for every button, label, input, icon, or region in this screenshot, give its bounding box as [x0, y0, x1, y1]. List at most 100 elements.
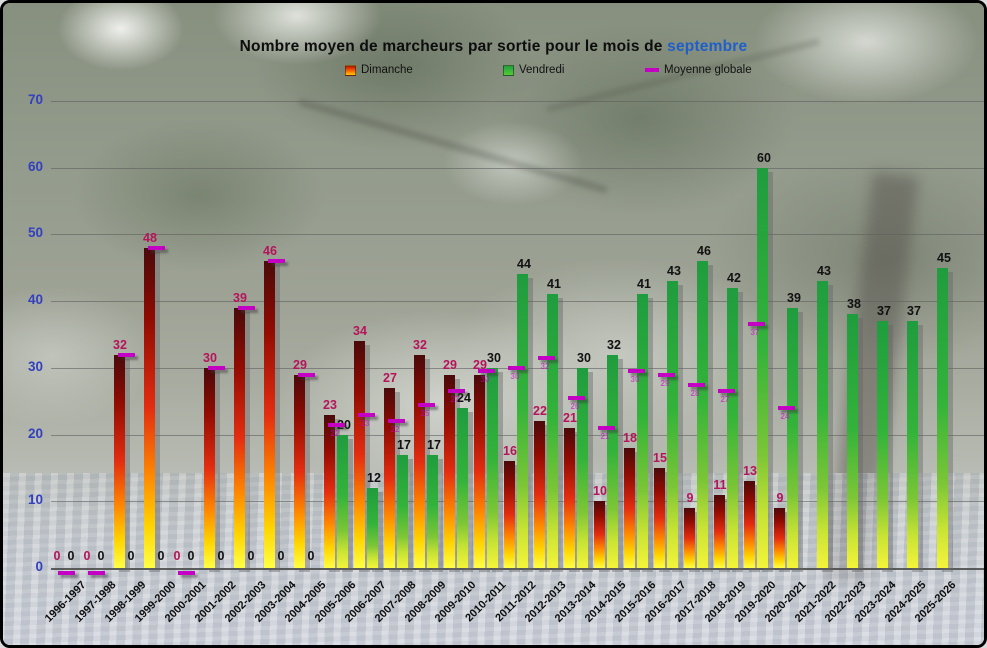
vendredi-value-label: 30: [577, 350, 591, 365]
vendredi-value-label: 37: [907, 304, 921, 319]
vendredi-value-label: 60: [757, 150, 771, 165]
gridline: [51, 234, 984, 236]
dimanche-value-label: 9: [686, 490, 694, 505]
moyenne-value-label: 23: [360, 418, 370, 428]
dimanche-value-label: 0: [83, 549, 91, 563]
dimanche-value-label: 29: [473, 357, 487, 372]
dimanche-value-label: 27: [383, 370, 397, 385]
moyenne-value-label: 22: [390, 425, 400, 435]
vendredi-bar: [907, 321, 918, 568]
vendredi-bar: [457, 407, 468, 568]
vendredi-bar: [427, 454, 438, 568]
moyenne-dash: [628, 369, 645, 374]
moyenne-dash: [538, 355, 555, 360]
vendredi-bar: [667, 281, 678, 568]
moyenne-value-label: 37: [750, 328, 760, 338]
y-tick-label: 10: [27, 492, 43, 508]
moyenne-dash: [778, 405, 795, 410]
vendredi-bar: [607, 354, 618, 568]
dimanche-value-label: 10: [593, 484, 607, 499]
dimanche-bar: [114, 354, 125, 568]
dimanche-value-label: 0: [53, 549, 61, 563]
dimanche-bar: [264, 261, 275, 568]
moyenne-value-label: 28: [690, 388, 700, 398]
y-tick-label: 20: [27, 425, 43, 441]
vendredi-bar: [367, 487, 378, 568]
legend-label-dimanche: Dimanche: [361, 64, 413, 76]
dimanche-bar: [774, 507, 785, 568]
moyenne-dash: [418, 402, 435, 407]
vendredi-value-label: 45: [937, 250, 951, 265]
vendredi-value-label: 41: [637, 277, 651, 292]
dimanche-bar: [474, 374, 485, 568]
moyenne-dash: [688, 382, 705, 387]
vendredi-value-label: 41: [547, 277, 561, 292]
vendredi-value-label: 30: [487, 350, 501, 365]
vendredi-value-label: 0: [187, 549, 195, 563]
moyenne-dash: [268, 259, 285, 264]
vendredi-bar: [547, 294, 558, 568]
vendredi-value-label: 43: [667, 264, 681, 279]
legend-item-moyenne: Moyenne globale: [645, 64, 752, 76]
dimanche-value-label: 34: [353, 324, 367, 339]
dimanche-bar: [384, 387, 395, 568]
vendredi-value-label: 0: [217, 549, 225, 563]
vendredi-value-label: 43: [817, 264, 831, 279]
vendredi-bar: [817, 281, 828, 568]
moyenne-dash: [448, 389, 465, 394]
vendredi-bar: [337, 434, 348, 568]
moyenne-dash: [568, 395, 585, 400]
y-tick-label: 50: [27, 225, 43, 241]
y-tick-label: 60: [27, 158, 43, 174]
moyenne-dash: [658, 372, 675, 377]
dimanche-value-label: 13: [743, 464, 757, 479]
moyenne-dash: [208, 365, 225, 370]
moyenne-dash: [178, 571, 195, 575]
moyenne-dash: [718, 389, 735, 394]
moyenne-dash: [58, 571, 75, 575]
moyenne-value-label: 27: [450, 395, 460, 405]
moyenne-dash: [118, 352, 135, 357]
dimanche-value-label: 9: [776, 490, 784, 505]
moyenne-dash: [238, 305, 255, 310]
vendredi-bar: [517, 274, 528, 568]
vendredi-value-label: 42: [727, 270, 741, 285]
vendredi-bar: [757, 167, 768, 568]
moyenne-dash: [148, 245, 165, 250]
dimanche-value-label: 29: [443, 357, 457, 372]
gridline: [51, 101, 984, 102]
dimanche-value-label: 22: [533, 404, 547, 419]
legend-item-vendredi: Vendredi: [503, 64, 564, 76]
chart-title-text: Nombre moyen de marcheurs par sortie pou…: [239, 38, 668, 55]
moyenne-dash: [598, 425, 615, 430]
moyenne-value-label: 29: [660, 378, 670, 388]
vendredi-value-label: 38: [847, 297, 861, 312]
moyenne-dash: [88, 571, 105, 575]
y-tick-label: 30: [27, 358, 43, 374]
dimanche-bar: [714, 494, 725, 568]
legend-label-moyenne: Moyenne globale: [664, 64, 752, 76]
vendredi-bar: [937, 267, 948, 568]
dimanche-value-label: 48: [143, 230, 157, 245]
dimanche-value-label: 39: [233, 290, 247, 305]
vendredi-value-label: 0: [157, 549, 165, 563]
vendredi-swatch-icon: [503, 64, 514, 76]
vendredi-bar: [787, 307, 798, 568]
moyenne-value-label: 32: [540, 361, 550, 371]
moyenne-value-label: 24: [780, 411, 790, 421]
dimanche-value-label: 18: [623, 430, 637, 445]
dimanche-bar: [294, 374, 305, 568]
vendredi-value-label: 32: [607, 337, 621, 352]
dimanche-bar: [144, 247, 155, 568]
chart-title-month: septembre: [667, 38, 748, 55]
vendredi-bar: [847, 314, 858, 568]
gridline: [51, 167, 984, 169]
dimanche-value-label: 21: [563, 410, 577, 425]
vendredi-value-label: 0: [277, 549, 285, 563]
moyenne-value-label: 30: [480, 375, 490, 385]
vendredi-value-label: 39: [787, 290, 801, 305]
vendredi-bar: [487, 367, 498, 568]
dimanche-value-label: 30: [203, 350, 217, 365]
gridline: [51, 568, 984, 570]
